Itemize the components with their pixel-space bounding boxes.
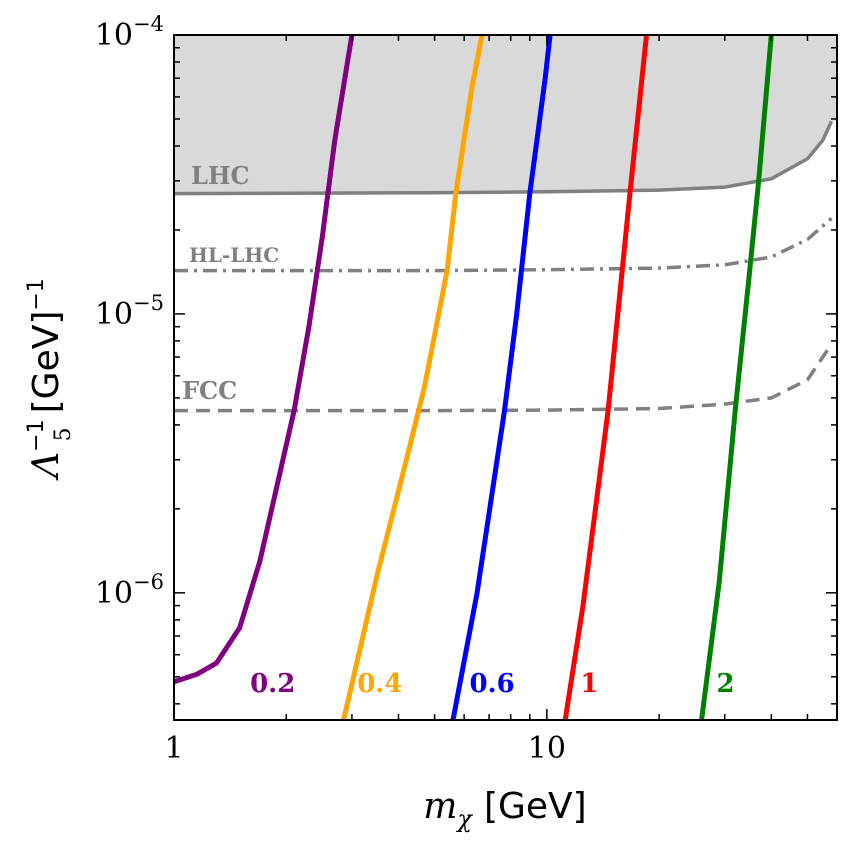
hl-lhc-bound-label: HL-LHC [189, 243, 279, 267]
y-tick-label: 10−5 [95, 291, 164, 332]
curve-1 [562, 35, 649, 720]
curve-label-2: 2 [717, 669, 735, 699]
curve-0-2 [174, 35, 355, 685]
curve-label-0-6: 0.6 [470, 669, 515, 699]
fcc-bound-label: FCC [182, 376, 237, 405]
x-tick-label: 10 [528, 731, 566, 766]
curve-label-0-4: 0.4 [357, 669, 402, 699]
lhc-bound-label: LHC [191, 161, 250, 190]
plot-frame [173, 34, 838, 721]
y-tick-label: 10−6 [95, 570, 164, 611]
x-tick-label: 1 [164, 731, 183, 766]
curve-label-0-2: 0.2 [250, 669, 295, 699]
curve-label-1: 1 [580, 669, 598, 699]
y-axis-title-text: Λ−15[GeV]−1 [24, 278, 76, 481]
lhc-bound-line [174, 120, 834, 196]
y-axis-title: Λ−15[GeV]−1 [24, 278, 76, 481]
x-axis-title: mχ [GeV] [423, 786, 586, 833]
fcc-bound-line [174, 343, 833, 413]
hl-lhc-bound-line [174, 217, 833, 273]
curve-0-6 [450, 35, 553, 720]
lhc-excluded-region [174, 35, 837, 194]
y-tick-label: 10−4 [95, 12, 164, 53]
curve-0-4 [341, 35, 485, 720]
curve-2 [699, 35, 774, 720]
x-axis-title-text: mχ [GeV] [423, 786, 586, 833]
